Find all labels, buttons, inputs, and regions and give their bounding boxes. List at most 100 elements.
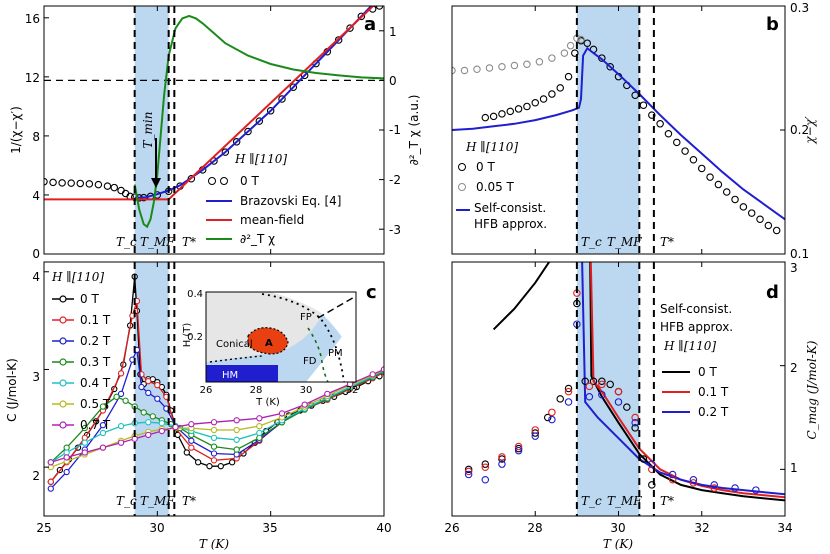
inset-ytick-04: 0.4 [187, 289, 203, 300]
point-c-6-9 [188, 421, 195, 428]
tmin-label: T_min [141, 112, 155, 149]
point-a-0-4 [76, 179, 85, 188]
point-d-5-12 [648, 460, 656, 468]
point-c-4-2 [81, 439, 88, 446]
point-c-3-8 [149, 413, 156, 420]
legend-c: H ∥[110] 0 T 0.1 T 0.2 T 0.3 T 0.4 T 0.5… [51, 270, 111, 432]
point-b-1-2 [473, 65, 481, 73]
point-b-0-5 [523, 102, 531, 111]
point-d-5-8 [585, 393, 594, 401]
shaded-band-d [576, 262, 640, 516]
point-d-3-9 [581, 377, 589, 385]
panel-a-plot [44, 6, 384, 254]
a-tmf-label: T_MF [140, 235, 175, 249]
point-d-5-13 [668, 470, 677, 479]
legend-b-label-0: 0 T [476, 160, 495, 174]
point-b-1-1 [460, 66, 469, 75]
a-ytick-4: 4 [32, 189, 40, 203]
inset-boundary-fp [261, 293, 345, 382]
point-b-0-36 [772, 226, 781, 235]
point-d-5-0 [464, 470, 473, 479]
legend-d-label-1: 0.1 T [698, 385, 729, 399]
point-b-0-9 [556, 84, 564, 92]
point-c-6-3 [99, 444, 107, 451]
point-b-1-4 [498, 63, 506, 71]
legend-a-label-0: 0 T [240, 174, 259, 188]
legend-a-label-2: mean-field [240, 213, 304, 227]
panel-label-c: c [366, 282, 377, 303]
inset-region-conical: Conical [216, 339, 253, 350]
series-d-1-line [589, 262, 785, 499]
point-d-5-15 [710, 481, 718, 489]
d-ytick-3: 3 [790, 261, 798, 275]
point-c-4-6 [145, 419, 152, 426]
phase-diagram-inset: FP Conical PM A FD HM 26 28 30 32 T (K) … [182, 289, 358, 408]
point-d-3-14 [623, 403, 631, 411]
point-d-5-4 [531, 432, 539, 440]
d-tstar-label: T* [660, 494, 674, 508]
legend-d: Self-consist. HFB approx. H ∥[110] 0 T 0… [660, 302, 733, 419]
a-ytick-16: 16 [25, 12, 40, 26]
point-a-0-22 [221, 148, 230, 156]
panel-b-background [576, 6, 640, 254]
point-c-3-3 [99, 403, 107, 410]
a-y2tick-m3: -3 [389, 223, 401, 237]
point-a-0-5 [85, 180, 94, 188]
point-c-6-0 [47, 459, 54, 466]
point-c-3-2 [81, 424, 88, 432]
point-c-6-15 [324, 390, 331, 398]
point-b-0-2 [498, 110, 506, 118]
point-d-3-6 [556, 395, 564, 403]
legend-c-marker-4 [59, 379, 67, 387]
legend-b-label-2: Self-consist. [474, 201, 546, 215]
point-d-3-5 [543, 413, 552, 422]
point-c-1-9 [154, 381, 161, 389]
inset-region-a: A [265, 338, 273, 349]
point-c-1-12 [188, 444, 195, 451]
panel-b-plot [452, 6, 785, 254]
point-c-6-17 [369, 371, 376, 378]
point-c-2-8 [145, 389, 152, 397]
inset-region-fp: FP [300, 312, 312, 323]
legend-c-marker-2 [59, 337, 67, 345]
point-c-5-10 [210, 426, 218, 434]
point-b-0-34 [756, 215, 764, 224]
legend-c-marker-1 [59, 316, 67, 324]
d-ytick-2: 2 [790, 361, 798, 375]
c-xtick-25: 25 [36, 521, 51, 535]
point-b-0-33 [747, 209, 756, 217]
panel-a-frame [43, 5, 385, 255]
point-d-3-11 [598, 377, 606, 385]
inset-pm-region [306, 318, 356, 382]
legend-d-line-0: Self-consist. [660, 302, 732, 316]
c-ytick-2: 2 [32, 469, 40, 483]
series-d-0-line [492, 262, 785, 502]
c-tc-label: T_c [116, 494, 137, 508]
c-tstar-label: T* [182, 494, 196, 508]
point-b-1-6 [523, 60, 531, 69]
point-d-5-5 [548, 415, 556, 424]
point-c-2-13 [210, 450, 218, 457]
legend-c-marker-0 [59, 295, 67, 303]
c-xlabel: T (K) [199, 537, 229, 551]
point-d-3-17 [648, 481, 656, 489]
legend-a-marker-0b [220, 177, 228, 185]
point-d-4-15 [710, 484, 718, 492]
point-b-0-16 [606, 63, 614, 71]
point-b-0-23 [664, 129, 673, 138]
point-c-4-12 [256, 429, 263, 437]
point-c-6-11 [233, 417, 240, 424]
inset-fd-region [206, 292, 356, 382]
a-ytick-8: 8 [32, 130, 40, 144]
b-tstar-label: T* [660, 235, 674, 249]
point-c-4-4 [117, 422, 125, 430]
legend-a-title: H ∥[110] [234, 152, 287, 166]
series-d-2-line [581, 262, 785, 496]
point-c-3-4 [113, 393, 120, 400]
point-b-0-32 [739, 203, 748, 211]
point-c-6-1 [63, 454, 70, 461]
point-b-0-6 [531, 98, 539, 107]
c-tmf-label: T_MF [140, 494, 175, 508]
point-c-6-12 [256, 415, 263, 422]
